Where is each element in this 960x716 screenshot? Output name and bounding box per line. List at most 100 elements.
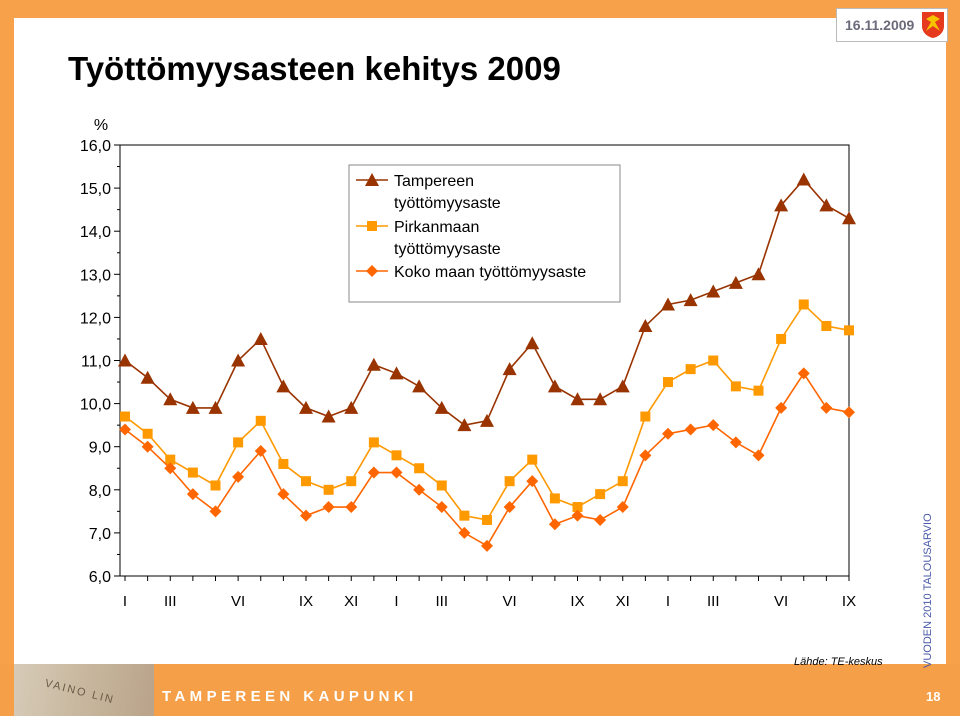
data-point-triangle bbox=[683, 293, 698, 307]
y-tick-label: 14,0 bbox=[80, 224, 111, 241]
source-note: Lähde: TE-keskus bbox=[794, 656, 883, 668]
left-frame-bar bbox=[0, 0, 14, 716]
data-point-triangle bbox=[796, 172, 811, 186]
data-point-triangle bbox=[412, 379, 427, 393]
data-point-triangle bbox=[502, 362, 517, 376]
data-point-triangle bbox=[231, 353, 246, 367]
data-point-diamond bbox=[571, 509, 584, 522]
footer-photo-strip: VAINO LIN bbox=[14, 664, 154, 716]
x-tick-label: XI bbox=[344, 593, 358, 610]
data-point-diamond bbox=[662, 427, 674, 440]
data-point-square bbox=[255, 415, 266, 426]
header-date: 16.11.2009 bbox=[845, 17, 915, 33]
data-point-triangle bbox=[638, 319, 653, 333]
data-point-square bbox=[730, 381, 741, 392]
data-point-triangle bbox=[547, 379, 562, 393]
data-point-diamond bbox=[458, 526, 471, 539]
data-point-triangle bbox=[593, 392, 608, 406]
legend-label: Koko maan työttömyysaste bbox=[394, 264, 586, 281]
data-point-diamond bbox=[277, 488, 290, 501]
data-point-triangle bbox=[615, 379, 630, 393]
y-tick-label: 11,0 bbox=[81, 354, 111, 371]
data-point-triangle bbox=[819, 198, 834, 212]
data-point-triangle bbox=[118, 353, 132, 367]
y-tick-label: 9,0 bbox=[89, 440, 111, 457]
y-tick-label: 16,0 bbox=[80, 138, 111, 155]
data-point-diamond bbox=[752, 449, 765, 462]
footer-bar bbox=[0, 664, 960, 716]
data-point-diamond bbox=[481, 539, 493, 552]
data-point-triangle bbox=[570, 392, 585, 406]
data-point-square bbox=[368, 437, 379, 448]
data-point-triangle bbox=[457, 418, 472, 432]
data-point-diamond bbox=[797, 367, 810, 380]
y-tick-label: 15,0 bbox=[80, 181, 111, 198]
data-point-square bbox=[821, 321, 832, 332]
data-point-diamond bbox=[729, 436, 742, 449]
footer-photo-text: VAINO LIN bbox=[43, 677, 116, 707]
data-point-square bbox=[527, 454, 538, 465]
x-tick-label: IX bbox=[299, 593, 313, 610]
data-point-triangle bbox=[321, 409, 336, 423]
data-point-triangle bbox=[480, 413, 494, 427]
data-point-diamond bbox=[843, 406, 855, 419]
y-tick-label: 12,0 bbox=[80, 310, 111, 327]
data-point-square bbox=[753, 385, 764, 396]
data-point-square bbox=[436, 480, 447, 491]
page-number: 18 bbox=[926, 689, 941, 704]
x-tick-label: III bbox=[164, 593, 177, 610]
legend-marker-triangle bbox=[365, 173, 379, 186]
x-tick-label: IX bbox=[570, 593, 584, 610]
legend-label: Tampereen bbox=[394, 173, 474, 190]
data-point-square bbox=[165, 454, 176, 465]
data-point-square bbox=[459, 510, 470, 521]
y-axis-label: % bbox=[94, 117, 108, 134]
data-point-square bbox=[708, 355, 719, 366]
data-point-triangle bbox=[276, 379, 291, 393]
legend-label: työttömyysaste bbox=[394, 195, 501, 212]
legend-marker-square bbox=[367, 221, 377, 231]
data-point-diamond bbox=[435, 501, 448, 514]
data-point-diamond bbox=[164, 462, 177, 475]
data-point-triangle bbox=[140, 370, 155, 384]
data-point-diamond bbox=[594, 513, 607, 526]
data-point-square bbox=[301, 476, 311, 487]
slide-title: Työttömyysasteen kehitys 2009 bbox=[68, 50, 561, 87]
x-tick-label: VI bbox=[231, 593, 245, 610]
data-point-diamond bbox=[616, 501, 629, 514]
data-point-square bbox=[142, 428, 153, 439]
data-point-square bbox=[278, 458, 289, 469]
x-tick-label: III bbox=[707, 593, 720, 610]
data-point-triangle bbox=[366, 357, 381, 371]
data-point-diamond bbox=[119, 423, 131, 436]
data-point-diamond bbox=[548, 518, 561, 531]
data-point-square bbox=[233, 437, 244, 448]
data-point-square bbox=[617, 476, 628, 487]
data-point-square bbox=[640, 411, 651, 422]
data-point-square bbox=[482, 514, 492, 525]
data-point-triangle bbox=[751, 267, 766, 281]
data-point-diamond bbox=[186, 488, 199, 501]
x-tick-label: III bbox=[435, 593, 448, 610]
y-tick-label: 13,0 bbox=[80, 267, 111, 284]
series-line-square bbox=[124, 303, 850, 521]
side-label: VUODEN 2010 TALOUSARVIO bbox=[922, 513, 934, 668]
data-point-diamond bbox=[367, 466, 380, 479]
data-point-square bbox=[776, 333, 787, 344]
data-point-square bbox=[323, 484, 334, 495]
data-point-square bbox=[549, 493, 560, 504]
data-point-square bbox=[414, 463, 425, 474]
data-point-diamond bbox=[639, 449, 652, 462]
x-tick-label: XI bbox=[616, 593, 630, 610]
data-point-square bbox=[844, 325, 854, 336]
data-point-square bbox=[210, 480, 221, 491]
data-point-square bbox=[595, 489, 606, 500]
data-point-diamond bbox=[707, 419, 720, 432]
data-point-diamond bbox=[820, 401, 833, 414]
data-point-diamond bbox=[232, 470, 245, 483]
legend-box bbox=[348, 164, 621, 303]
data-point-triangle bbox=[163, 392, 178, 406]
legend-label: työttömyysaste bbox=[394, 241, 501, 258]
data-point-square bbox=[120, 411, 130, 422]
x-tick-label: I bbox=[394, 593, 398, 610]
